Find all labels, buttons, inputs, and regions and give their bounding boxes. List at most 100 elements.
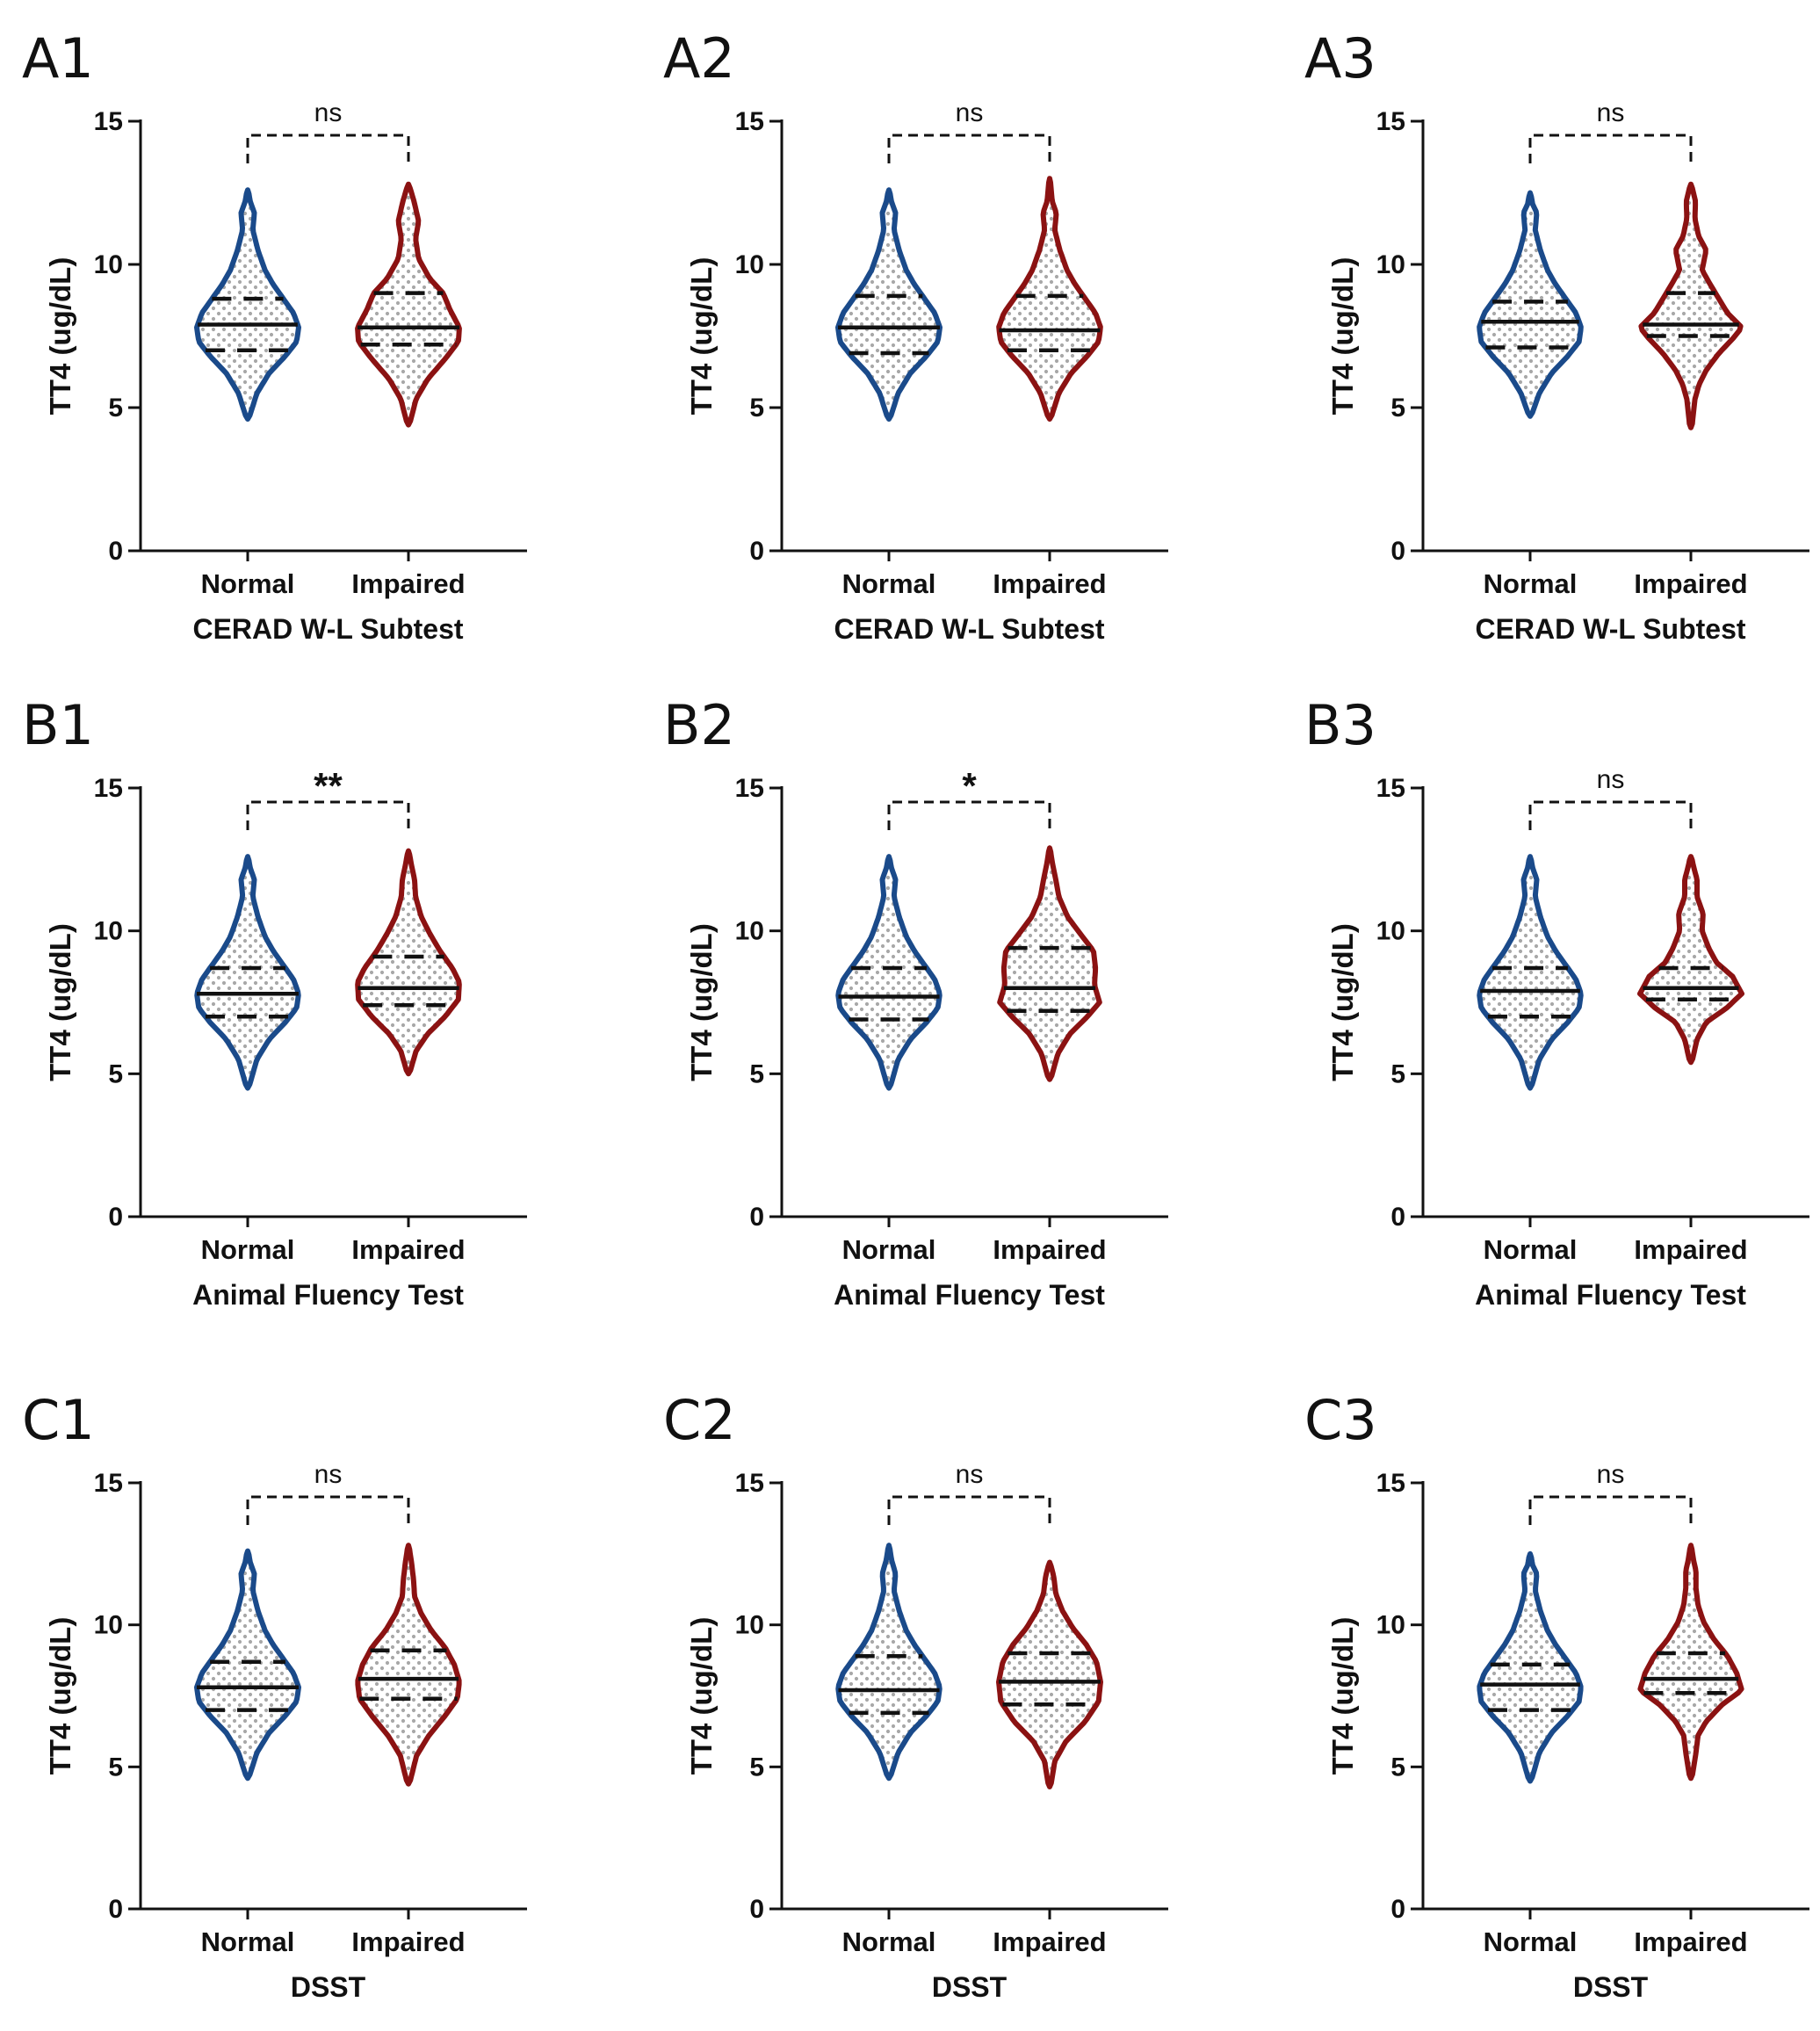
y-tick-label: 15 [1376,774,1405,803]
x-category-label: Impaired [993,1926,1106,1957]
x-category-label: Normal [1484,568,1578,599]
y-tick-label: 0 [1390,1895,1405,1924]
y-tick-label: 0 [1390,537,1405,566]
panel-a1: A1 0 5 10 15 Normal Impaired TT4 (ug/dL) CERAD W… [22,26,527,645]
violin-normal [835,1543,942,1782]
y-tick-label: 10 [735,917,764,946]
significance-label: ns [956,1460,984,1489]
x-axis-label: CERAD W-L Subtest [1475,613,1745,645]
x-category-label: Impaired [351,568,465,599]
x-category-label: Impaired [351,1926,465,1957]
y-tick-label: 15 [1376,1469,1405,1498]
panel-label: C3 [1304,1388,1377,1452]
x-category-label: Normal [1484,1926,1578,1957]
y-tick-label: 15 [735,774,764,803]
panel-b2: B2 0 5 10 15 Normal Impaired TT4 (ug/dL) Animal … [663,693,1168,1311]
y-tick-label: 15 [94,1469,123,1498]
x-category-label: Impaired [1634,568,1747,599]
y-axis-label: TT4 (ug/dL) [44,923,76,1081]
significance-label: ** [314,765,343,806]
significance-bracket [1528,800,1693,830]
x-axis-label: Animal Fluency Test [834,1279,1105,1311]
y-tick-label: 0 [1390,1203,1405,1232]
violin-impaired [997,845,1102,1082]
x-axis-label: CERAD W-L Subtest [192,613,463,645]
y-tick-label: 15 [94,774,123,803]
panel-label: B3 [1304,693,1376,757]
y-tick-label: 5 [749,1753,764,1782]
y-tick-label: 0 [108,1895,123,1924]
x-category-label: Impaired [351,1234,465,1265]
y-tick-label: 0 [749,1203,764,1232]
y-tick-label: 5 [749,1059,764,1088]
significance-bracket [887,1495,1051,1525]
y-tick-label: 15 [735,1469,764,1498]
panel-label: B2 [663,693,735,757]
y-axis-label: TT4 (ug/dL) [1326,257,1359,416]
y-tick-label: 10 [735,250,764,279]
y-axis-label: TT4 (ug/dL) [685,257,718,416]
x-axis-label: Animal Fluency Test [1475,1279,1746,1311]
y-axis-label: TT4 (ug/dL) [1326,923,1359,1081]
violin-normal [835,187,942,422]
y-tick-label: 0 [749,537,764,566]
x-axis-label: DSST [1573,1971,1649,2003]
x-category-label: Normal [842,1234,936,1265]
y-tick-label: 5 [1390,1753,1405,1782]
panel-label: C1 [22,1388,95,1452]
y-tick-label: 0 [749,1895,764,1924]
y-tick-label: 10 [94,1611,123,1640]
significance-bracket [246,1495,410,1525]
y-tick-label: 5 [108,394,123,423]
y-tick-label: 5 [749,394,764,423]
violin-normal [1477,854,1584,1091]
x-category-label: Normal [201,568,295,599]
x-category-label: Normal [842,568,936,599]
y-axis-label: TT4 (ug/dL) [44,1617,76,1775]
panel-label: A3 [1304,26,1376,90]
x-category-label: Impaired [1634,1234,1747,1265]
y-tick-label: 0 [108,537,123,566]
x-category-label: Normal [201,1926,295,1957]
panel-label: C2 [663,1388,736,1452]
panel-c2: C2 0 5 10 15 Normal Impaired TT4 (ug/dL) DSST ns [663,1388,1168,2003]
panel-b3: B3 0 5 10 15 Normal Impaired TT4 (ug/dL) Animal … [1304,693,1809,1311]
violin-normal [1477,190,1584,419]
significance-label: ns [314,98,343,127]
significance-label: ns [1597,98,1625,127]
significance-bracket [246,134,410,163]
y-tick-label: 5 [1390,394,1405,423]
significance-label: ns [1597,1460,1625,1489]
x-axis-label: DSST [932,1971,1008,2003]
violin-impaired [1637,1543,1744,1782]
violin-normal [835,854,942,1091]
panel-c3: C3 0 5 10 15 Normal Impaired TT4 (ug/dL) DSST ns [1304,1388,1809,2003]
panel-label: A1 [22,26,94,90]
y-tick-label: 15 [735,107,764,136]
panel-a2: A2 0 5 10 15 Normal Impaired TT4 (ug/dL) CERAD W… [663,26,1168,645]
violin-impaired [355,181,462,428]
violin-normal [194,854,301,1091]
panel-b1: B1 0 5 10 15 Normal Impaired TT4 (ug/dL) Animal … [22,693,527,1311]
y-axis-label: TT4 (ug/dL) [685,923,718,1081]
x-category-label: Normal [842,1926,936,1957]
significance-bracket [1528,1495,1693,1525]
y-tick-label: 5 [1390,1059,1405,1088]
x-category-label: Normal [1484,1234,1578,1265]
y-tick-label: 5 [108,1753,123,1782]
significance-bracket [1528,134,1693,163]
x-axis-label: Animal Fluency Test [192,1279,464,1311]
x-axis-label: CERAD W-L Subtest [834,613,1104,645]
violin-impaired [355,1543,462,1787]
y-tick-label: 10 [735,1611,764,1640]
panel-label: A2 [663,26,735,90]
y-tick-label: 0 [108,1203,123,1232]
y-axis-label: TT4 (ug/dL) [685,1617,718,1775]
y-tick-label: 5 [108,1059,123,1088]
x-category-label: Impaired [1634,1926,1747,1957]
panel-label: B1 [22,693,94,757]
violin-normal [1477,1550,1584,1784]
significance-label: ns [956,98,984,127]
y-tick-label: 15 [94,107,123,136]
